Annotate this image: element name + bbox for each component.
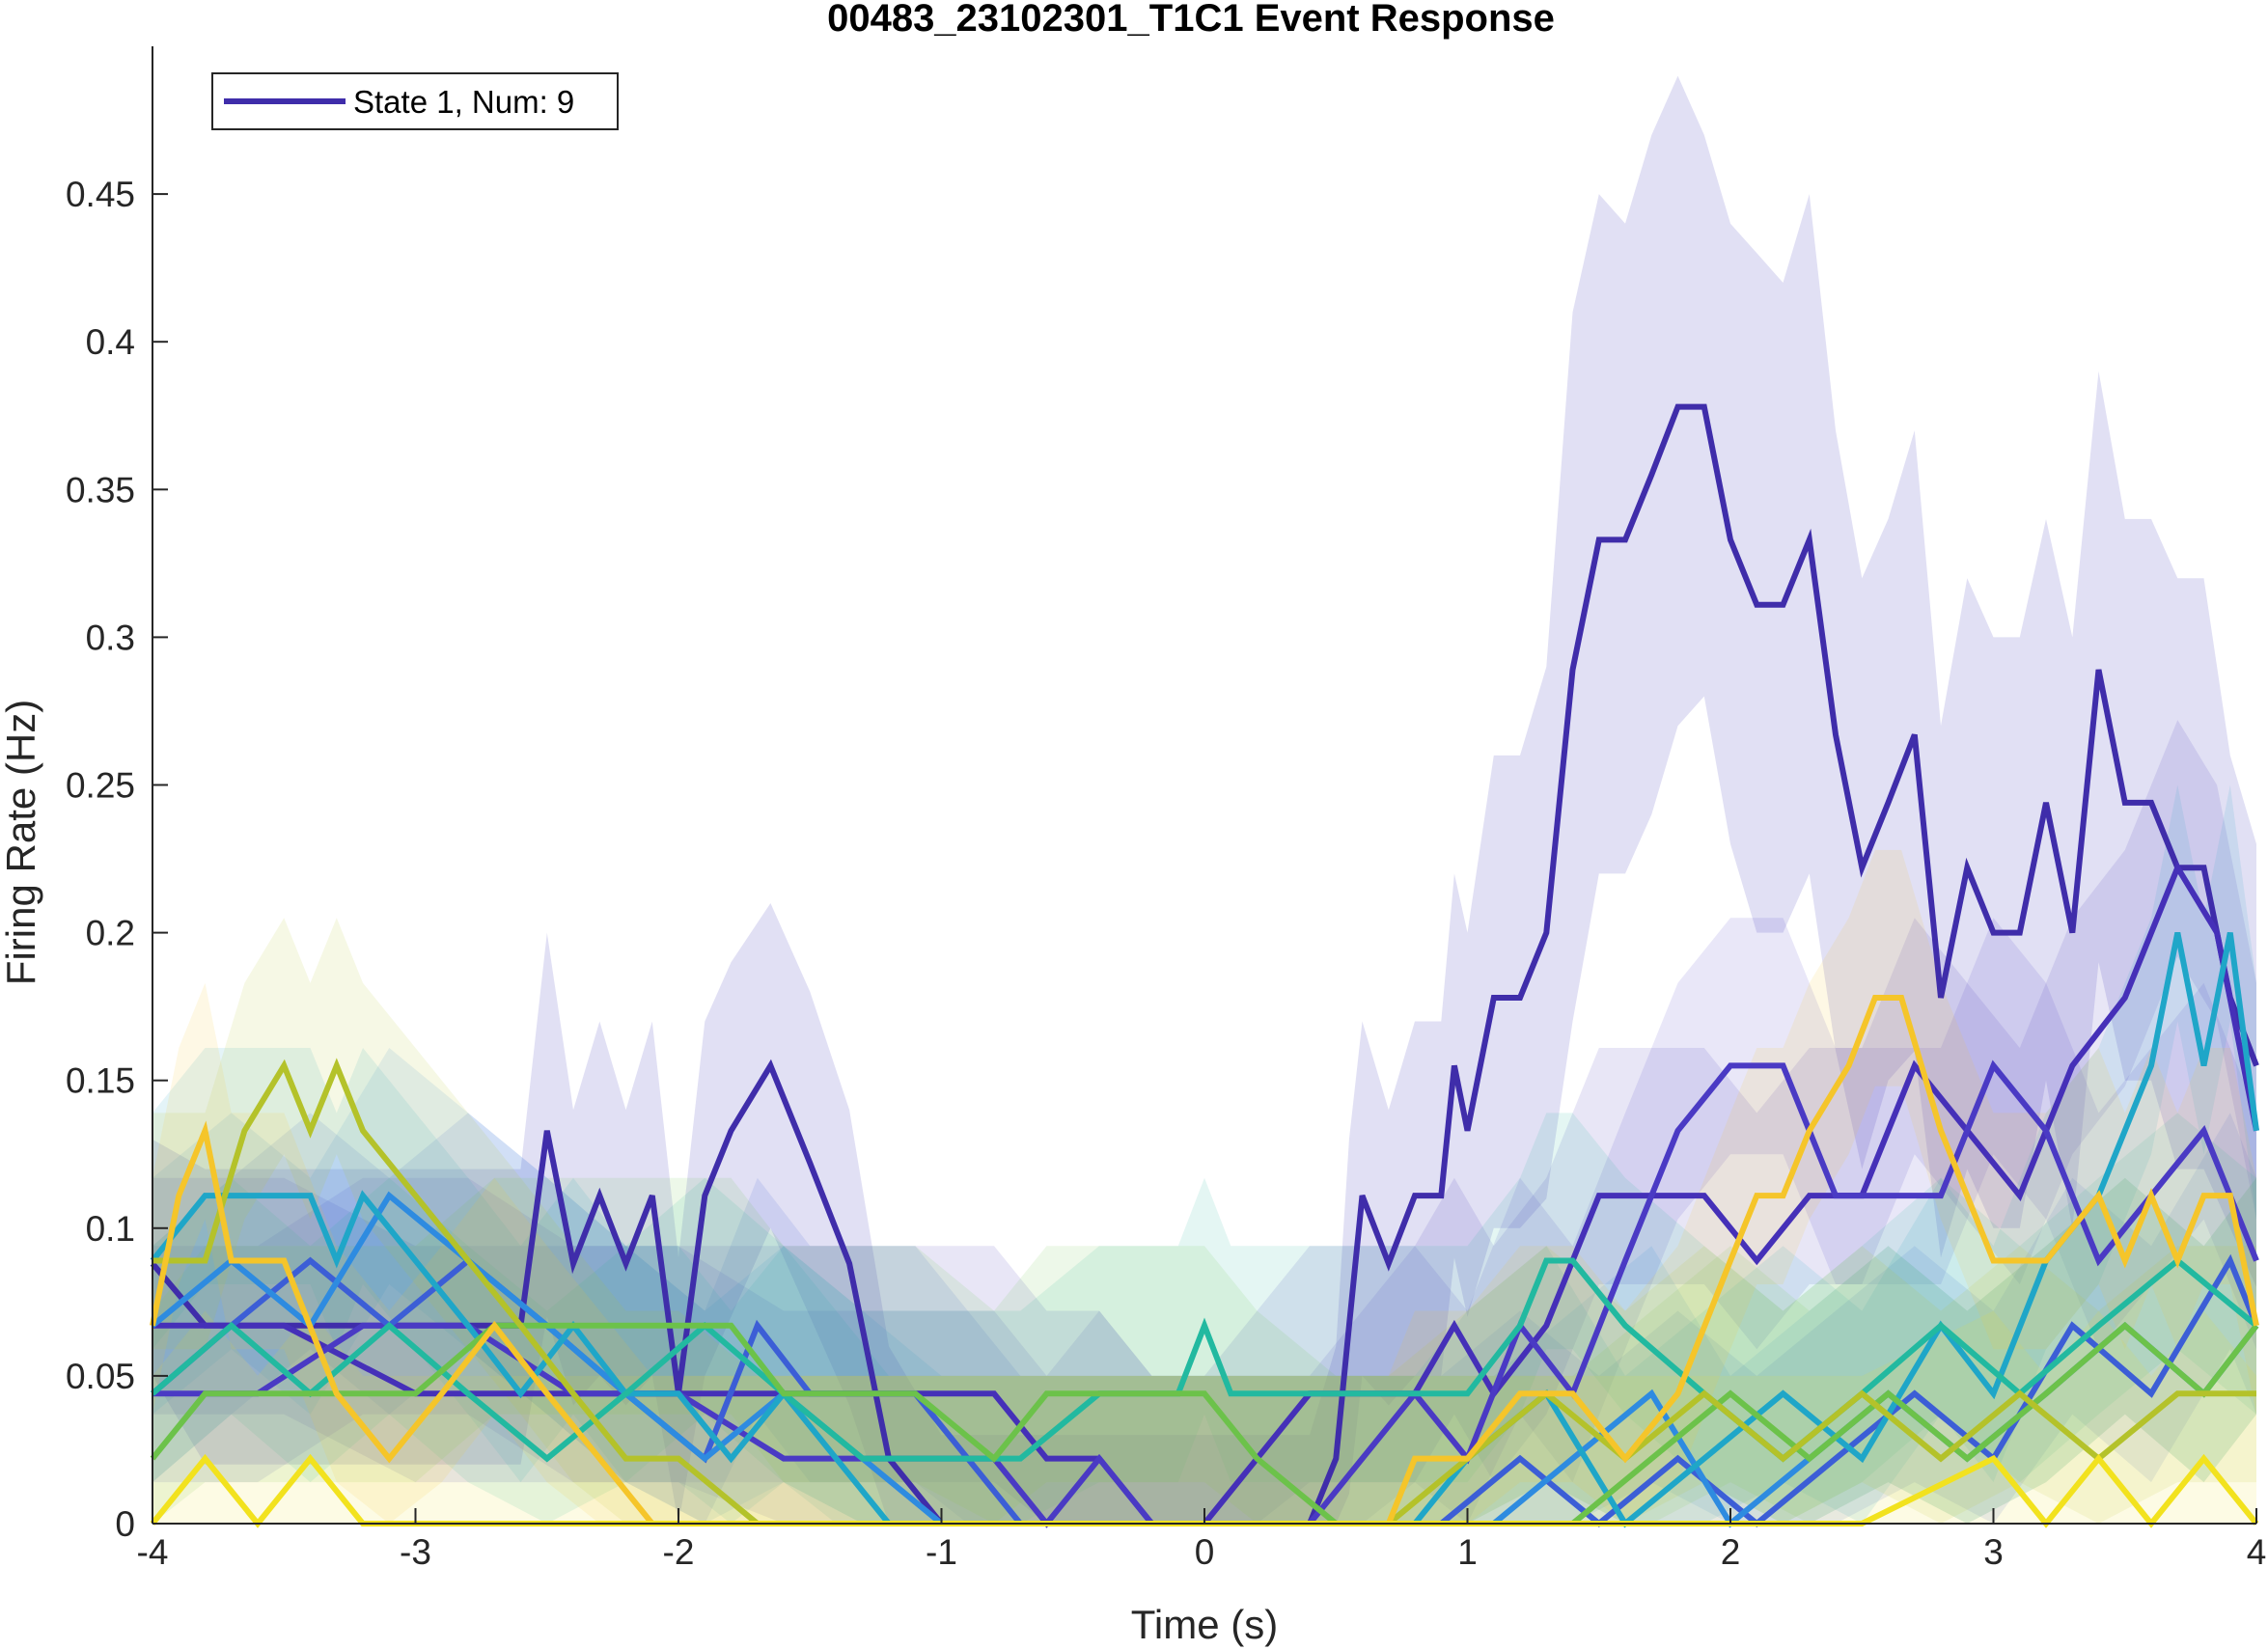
y-tick-label: 0 <box>115 1504 135 1544</box>
y-tick-label: 0.2 <box>86 914 135 953</box>
y-tick-label: 0.3 <box>86 618 135 657</box>
series-band-2 <box>152 720 2256 1524</box>
x-tick-label: -2 <box>663 1532 695 1572</box>
series-band-11 <box>152 1310 2256 1524</box>
series-band-6 <box>152 784 2256 1524</box>
plot-area <box>150 75 2259 1528</box>
x-tick-label: 2 <box>1721 1532 1741 1572</box>
x-tick-label: -4 <box>137 1532 169 1572</box>
x-tick-label: -3 <box>400 1532 431 1572</box>
x-tick-label: 1 <box>1457 1532 1478 1572</box>
legend: State 1, Num: 9 <box>211 72 619 130</box>
y-tick-label: 0.05 <box>66 1357 135 1396</box>
legend-label-state-1: State 1, Num: 9 <box>353 84 574 120</box>
chart-title: 00483_23102301_T1C1 Event Response <box>827 0 1555 40</box>
x-tick-label: 0 <box>1195 1532 1215 1572</box>
confidence-bands <box>152 75 2256 1525</box>
series-line-3 <box>152 1059 2259 1528</box>
x-tick-label: 3 <box>1983 1532 2004 1572</box>
x-axis-label: Time (s) <box>1131 1602 1278 1647</box>
x-tick-label: 4 <box>2247 1532 2267 1572</box>
series-band-5 <box>152 1048 2256 1524</box>
y-axis-label: Firing Rate (Hz) <box>0 700 43 985</box>
y-tick-label: 0.4 <box>86 322 135 362</box>
x-tick-label: -1 <box>926 1532 957 1572</box>
series-line-10 <box>150 995 2259 1526</box>
y-tick-label: 0.1 <box>86 1209 135 1249</box>
series-band-10 <box>152 849 2256 1524</box>
axes: -4 -3 -2 -1 0 1 2 3 4 0 0.05 0.1 0.15 0.2 0.25 0.3 0.35… <box>66 46 2266 1572</box>
y-tick-label: 0.35 <box>66 470 135 509</box>
y-ticks: 0 0.05 0.1 0.15 0.2 0.25 0.3 0.35 0.4 0.45 <box>66 175 168 1544</box>
x-ticks: -4 -3 -2 -1 0 1 2 3 4 <box>137 1508 2267 1572</box>
y-tick-label: 0.15 <box>66 1061 135 1101</box>
y-tick-label: 0.45 <box>66 175 135 214</box>
series-band-1 <box>152 75 2256 1525</box>
series-line-1 <box>150 403 2259 1526</box>
series-band-4 <box>152 1113 2256 1524</box>
y-tick-label: 0.25 <box>66 766 135 806</box>
